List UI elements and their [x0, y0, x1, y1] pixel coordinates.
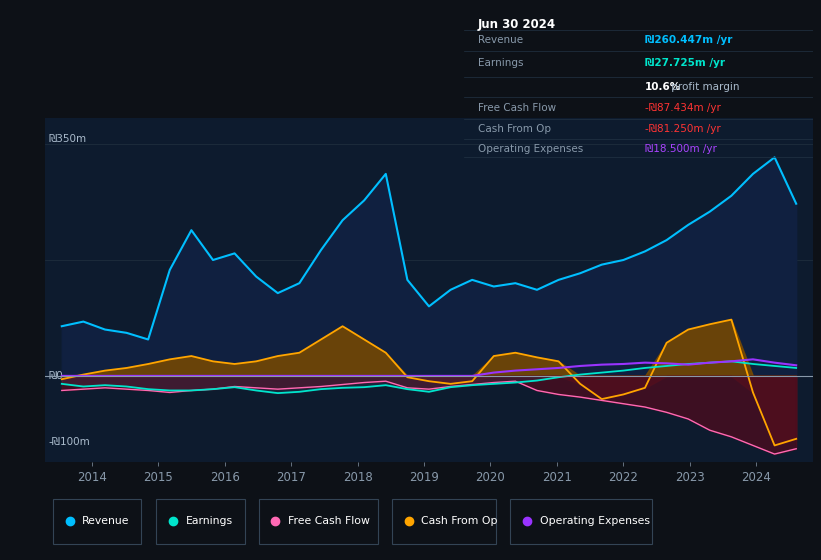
Text: ₪18.500m /yr: ₪18.500m /yr	[645, 144, 718, 155]
Text: Operating Expenses: Operating Expenses	[478, 144, 583, 155]
Text: -₪81.250m /yr: -₪81.250m /yr	[645, 124, 721, 134]
Text: profit margin: profit margin	[668, 82, 740, 92]
Text: Revenue: Revenue	[478, 35, 523, 45]
Text: -₪87.434m /yr: -₪87.434m /yr	[645, 103, 721, 113]
Text: ₪350m: ₪350m	[49, 134, 87, 144]
Text: Earnings: Earnings	[186, 516, 233, 526]
FancyBboxPatch shape	[157, 498, 245, 544]
Text: 10.6%: 10.6%	[645, 82, 681, 92]
FancyBboxPatch shape	[259, 498, 378, 544]
Text: Earnings: Earnings	[478, 58, 523, 68]
Text: Jun 30 2024: Jun 30 2024	[478, 17, 556, 31]
Text: Free Cash Flow: Free Cash Flow	[287, 516, 369, 526]
Text: -₪100m: -₪100m	[49, 437, 91, 447]
FancyBboxPatch shape	[53, 498, 141, 544]
Text: ₪260.447m /yr: ₪260.447m /yr	[645, 35, 732, 45]
Text: Revenue: Revenue	[82, 516, 130, 526]
Text: ₪0: ₪0	[49, 371, 64, 381]
FancyBboxPatch shape	[511, 498, 653, 544]
Text: ₪27.725m /yr: ₪27.725m /yr	[645, 58, 725, 68]
FancyBboxPatch shape	[392, 498, 496, 544]
Text: Cash From Op: Cash From Op	[421, 516, 498, 526]
Text: Cash From Op: Cash From Op	[478, 124, 551, 134]
Text: Free Cash Flow: Free Cash Flow	[478, 103, 556, 113]
Text: Operating Expenses: Operating Expenses	[539, 516, 649, 526]
